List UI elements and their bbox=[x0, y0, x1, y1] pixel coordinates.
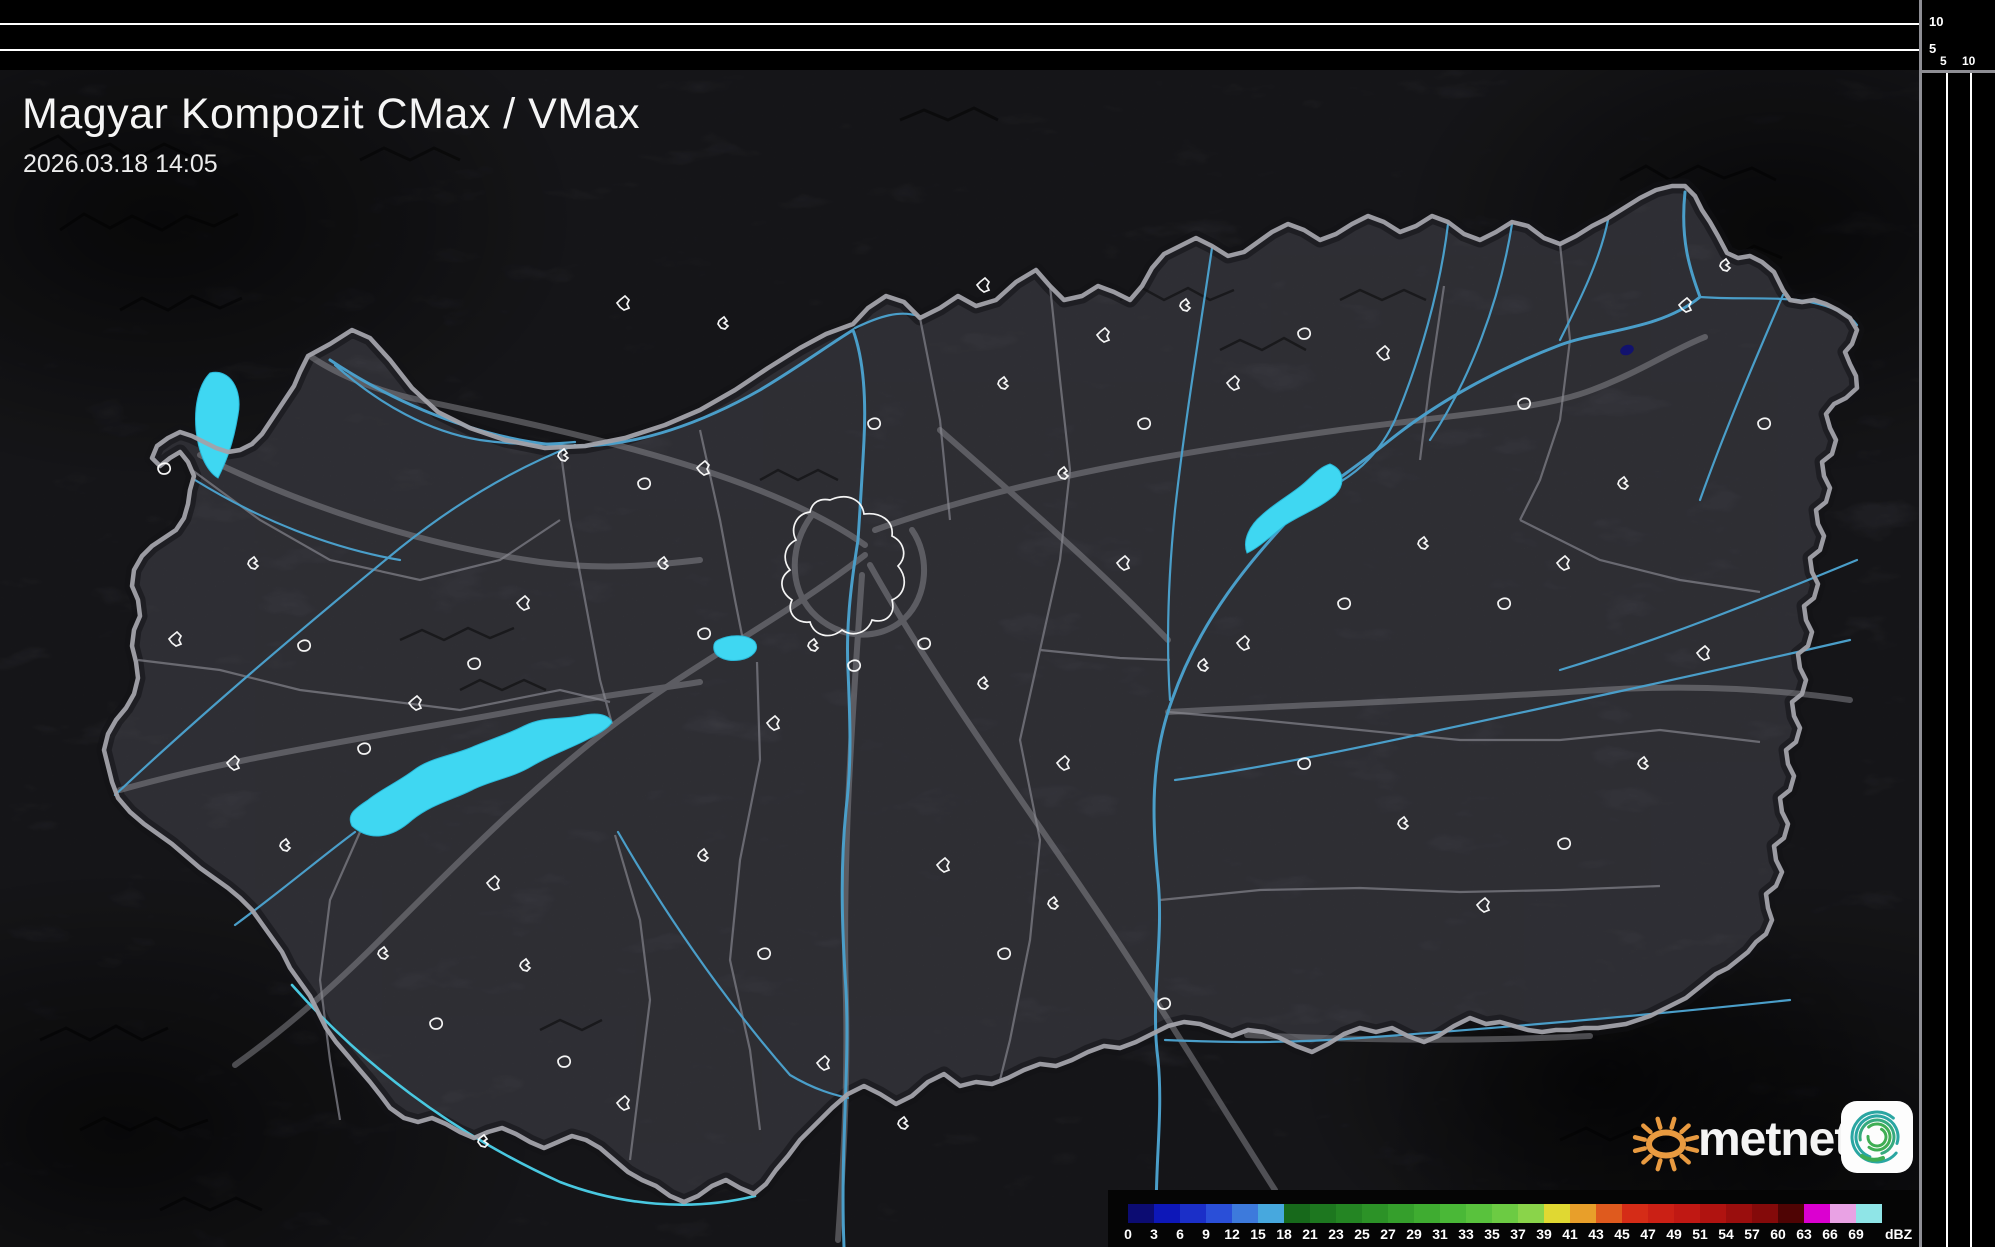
colorbar-tick-label: 27 bbox=[1380, 1226, 1396, 1242]
colorbar-tick-label: 21 bbox=[1302, 1226, 1318, 1242]
logo-text: metnet bbox=[1698, 1113, 1850, 1166]
colorbar-cell bbox=[1778, 1204, 1804, 1223]
colorbar-tick-label: 51 bbox=[1692, 1226, 1708, 1242]
colorbar-tick-label: 29 bbox=[1406, 1226, 1422, 1242]
radar-map bbox=[0, 0, 1919, 1247]
colorbar-cell bbox=[1362, 1204, 1388, 1223]
colorbar-tick-label: 23 bbox=[1328, 1226, 1344, 1242]
colorbar-tick-label: 31 bbox=[1432, 1226, 1448, 1242]
sun-icon bbox=[1632, 1116, 1700, 1172]
lake-tisza bbox=[1245, 463, 1343, 554]
lakes bbox=[195, 371, 1343, 837]
colorbar-cell bbox=[1856, 1204, 1882, 1223]
colorbar-cell bbox=[1726, 1204, 1752, 1223]
colorbar-cell bbox=[1232, 1204, 1258, 1223]
top-height-profile-strip bbox=[0, 0, 1919, 70]
colorbar-cell bbox=[1648, 1204, 1674, 1223]
dbz-colorbar: 0 3 6 9 12 15 18 21 23 25 27 29 31 33 35 37 39 41 43 45 47 49… bbox=[1108, 1190, 1919, 1247]
colorbar-tick-label: 18 bbox=[1276, 1226, 1292, 1242]
colorbar-cell bbox=[1804, 1204, 1830, 1223]
top-gridline-10 bbox=[0, 23, 1919, 25]
colorbar-tick-label: 35 bbox=[1484, 1226, 1500, 1242]
page-title: Magyar Kompozit CMax / VMax bbox=[22, 90, 641, 138]
right-axis-tick-5: 5 bbox=[1940, 54, 1947, 68]
colorbar-tick-label: 37 bbox=[1510, 1226, 1526, 1242]
colorbar-cell bbox=[1388, 1204, 1414, 1223]
colorbar-tick-label: 6 bbox=[1176, 1226, 1184, 1242]
colorbar-cells bbox=[1128, 1204, 1882, 1223]
colorbar-tick-label: 12 bbox=[1224, 1226, 1240, 1242]
colorbar-tick-label: 49 bbox=[1666, 1226, 1682, 1242]
colorbar-cell bbox=[1752, 1204, 1778, 1223]
colorbar-cell bbox=[1154, 1204, 1180, 1223]
timestamp: 2026.03.18 14:05 bbox=[23, 150, 218, 178]
colorbar-tick-label: 41 bbox=[1562, 1226, 1578, 1242]
right-gridline-10 bbox=[1970, 73, 1972, 1247]
colorbar-cell bbox=[1492, 1204, 1518, 1223]
colorbar-tick-label: 63 bbox=[1796, 1226, 1812, 1242]
colorbar-tick-label: 69 bbox=[1848, 1226, 1864, 1242]
radar-echo bbox=[1620, 344, 1634, 356]
colorbar-cell bbox=[1830, 1204, 1856, 1223]
colorbar-unit-label: dBZ bbox=[1885, 1226, 1913, 1242]
colorbar-cell bbox=[1518, 1204, 1544, 1223]
top-gridline-5 bbox=[0, 49, 1919, 51]
colorbar-cell bbox=[1336, 1204, 1362, 1223]
colorbar-tick-label: 33 bbox=[1458, 1226, 1474, 1242]
top-axis-tick-5: 5 bbox=[1929, 41, 1937, 56]
lake-velence bbox=[713, 635, 757, 661]
county-borders bbox=[137, 243, 1761, 1161]
colorbar-tick-label: 3 bbox=[1150, 1226, 1158, 1242]
colorbar-tick-label: 54 bbox=[1718, 1226, 1734, 1242]
colorbar-cell bbox=[1128, 1204, 1154, 1223]
colorbar-tick-label: 47 bbox=[1640, 1226, 1656, 1242]
radar-echo-layer bbox=[1620, 344, 1634, 356]
colorbar-cell bbox=[1414, 1204, 1440, 1223]
colorbar-cell bbox=[1440, 1204, 1466, 1223]
settlement-outlines bbox=[157, 258, 1772, 1148]
colorbar-tick-label: 57 bbox=[1744, 1226, 1760, 1242]
metnet-logo: metnet bbox=[1632, 1094, 1918, 1186]
colorbar-tick-label: 0 bbox=[1124, 1226, 1132, 1242]
rivers bbox=[113, 190, 1859, 1247]
hungary-composite-map bbox=[0, 0, 1919, 1247]
colorbar-cell bbox=[1674, 1204, 1700, 1223]
colorbar-tick-label: 25 bbox=[1354, 1226, 1370, 1242]
colorbar-cell bbox=[1310, 1204, 1336, 1223]
right-axis-tick-10: 10 bbox=[1962, 54, 1976, 68]
colorbar-cell bbox=[1544, 1204, 1570, 1223]
colorbar-cell bbox=[1180, 1204, 1206, 1223]
colorbar-cell bbox=[1622, 1204, 1648, 1223]
budapest-outline bbox=[781, 495, 906, 637]
terrain-background bbox=[0, 0, 1919, 1247]
colorbar-cell bbox=[1206, 1204, 1232, 1223]
colorbar-tick-label: 45 bbox=[1614, 1226, 1630, 1242]
colorbar-cell bbox=[1596, 1204, 1622, 1223]
colorbar-cell bbox=[1466, 1204, 1492, 1223]
colorbar-tick-label: 60 bbox=[1770, 1226, 1786, 1242]
colorbar-tick-label: 15 bbox=[1250, 1226, 1266, 1242]
lake-balaton bbox=[349, 713, 613, 837]
colorbar-tick-label: 9 bbox=[1202, 1226, 1210, 1242]
colorbar-tick-label: 39 bbox=[1536, 1226, 1552, 1242]
right-gridline-5 bbox=[1946, 73, 1948, 1247]
colorbar-cell bbox=[1570, 1204, 1596, 1223]
right-height-profile-panel: 10 5 5 10 bbox=[1919, 0, 1995, 1247]
metnet-app-icon bbox=[1841, 1101, 1913, 1173]
colorbar-cell bbox=[1284, 1204, 1310, 1223]
colorbar-tick-label: 66 bbox=[1822, 1226, 1838, 1242]
colorbar-cell bbox=[1258, 1204, 1284, 1223]
right-panel-axis-line bbox=[1922, 70, 1995, 73]
top-axis-tick-10: 10 bbox=[1929, 14, 1944, 29]
motorways bbox=[117, 334, 1853, 1243]
colorbar-cell bbox=[1700, 1204, 1726, 1223]
colorbar-tick-label: 43 bbox=[1588, 1226, 1604, 1242]
